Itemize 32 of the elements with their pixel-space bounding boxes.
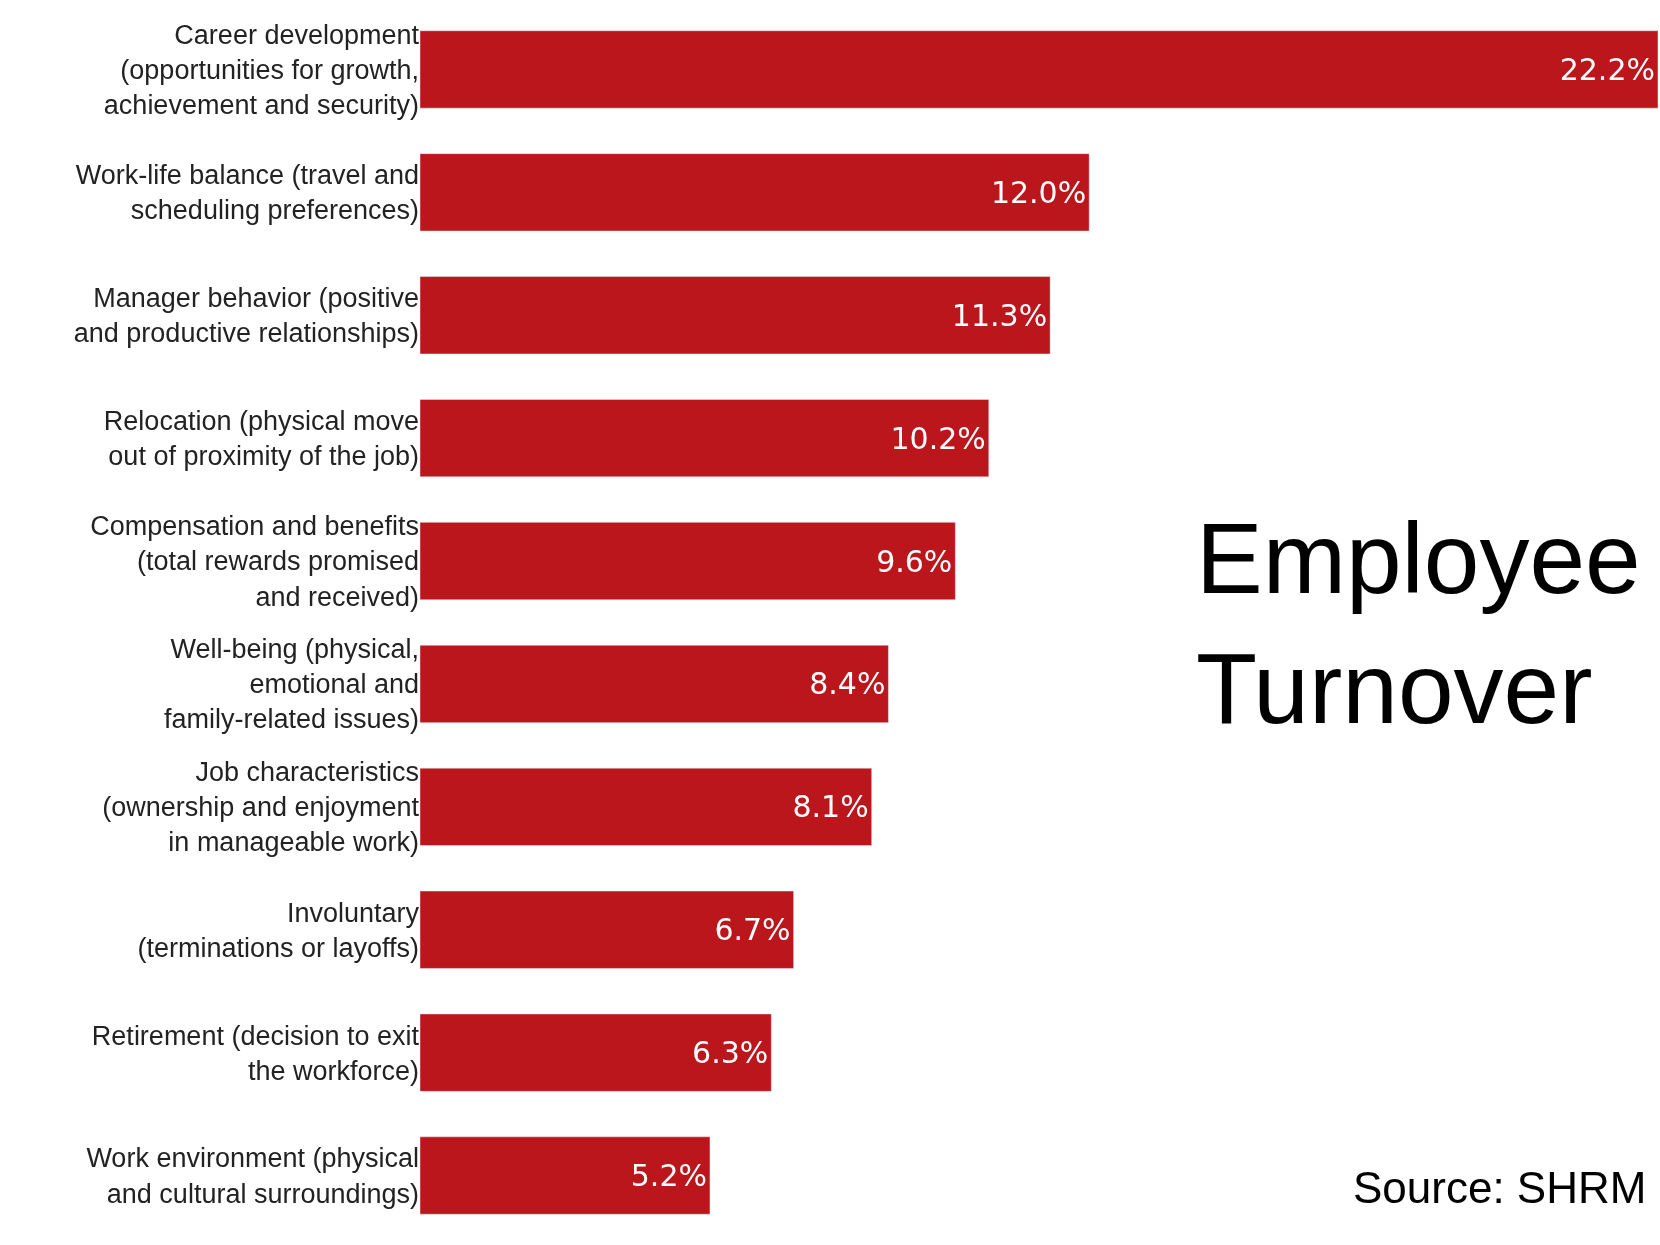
annotation: Source: SHRM xyxy=(1353,1163,1647,1212)
bar xyxy=(420,767,872,846)
data-label: 22.2% xyxy=(1559,51,1655,87)
y-tick-label: Relocation (physical move out of proximity of the job) xyxy=(103,406,419,472)
y-tick-label: Compensation and benefits (total rewards promised and received) xyxy=(90,511,419,612)
data-label: 11.3% xyxy=(951,297,1048,333)
bar xyxy=(420,276,1051,355)
bar xyxy=(420,522,956,601)
text: Employee Turnover xyxy=(1196,502,1641,744)
data-label: 10.2% xyxy=(890,420,986,456)
bar xyxy=(420,30,1658,109)
data-label: 9.6% xyxy=(876,543,953,579)
bar xyxy=(420,1136,711,1215)
data-label: 8.4% xyxy=(809,666,886,702)
bar xyxy=(420,399,990,478)
bar xyxy=(420,890,794,969)
y-tick-label: Well-being (physical, emotional and family-related issues) xyxy=(163,634,419,735)
data-label: 12.0% xyxy=(990,174,1087,210)
y-tick-label: Career development (opportunities for growth, achievement and security) xyxy=(103,19,420,120)
bar xyxy=(420,153,1090,232)
bar xyxy=(420,1013,772,1092)
data-label: 8.1% xyxy=(792,789,869,825)
y-tick-label: Retirement (decision to exit the workforce) xyxy=(91,1020,420,1086)
y-tick-label: Work environment (physical and cultural surroundings) xyxy=(86,1143,419,1209)
y-tick-label: Manager behavior (positive and productive relationships) xyxy=(73,283,419,349)
data-label: 6.7% xyxy=(714,912,791,948)
y-tick-label: Involuntary (terminations or layoffs) xyxy=(137,897,420,963)
data-label: 6.3% xyxy=(692,1035,769,1071)
bar xyxy=(420,644,889,723)
y-tick-label: Job characteristics (ownership and enjoyment in manageable work) xyxy=(102,757,420,858)
y-tick-label: Work-life balance (travel and scheduling preferences) xyxy=(75,160,419,226)
data-label: 5.2% xyxy=(630,1158,707,1194)
